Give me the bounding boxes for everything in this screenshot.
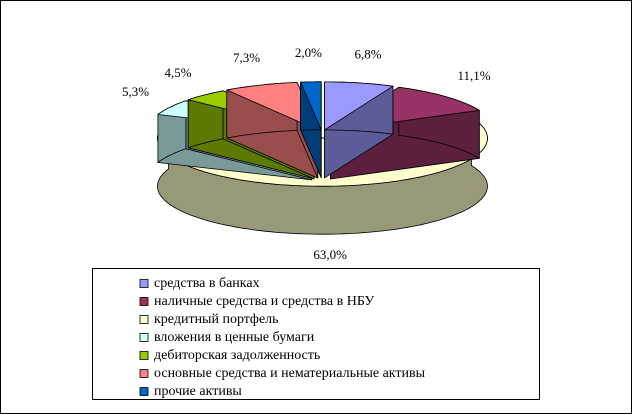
legend-label: кредитный портфель — [154, 312, 279, 327]
legend: средства в банках наличные средства и сре… — [139, 276, 426, 399]
legend-swatch — [139, 333, 149, 342]
data-label: 5,3% — [122, 84, 149, 99]
legend-box — [92, 268, 540, 400]
legend-label: дебиторская задолженность — [154, 348, 320, 363]
legend-swatch — [139, 387, 149, 396]
data-label: 2,0% — [295, 45, 322, 60]
legend-label: прочие активы — [154, 384, 242, 399]
legend-label: вложения в ценные бумаги — [154, 330, 315, 345]
legend-label: основные средства и нематериальные актив… — [154, 366, 426, 381]
data-label: 6,8% — [354, 47, 381, 62]
data-label: 11,1% — [457, 68, 490, 83]
legend-swatch — [139, 279, 149, 288]
legend-label: средства в банках — [154, 276, 260, 291]
legend-swatch — [139, 351, 149, 360]
data-label: 4,5% — [164, 65, 191, 80]
data-label: 63,0% — [313, 247, 347, 262]
legend-swatch — [139, 297, 149, 306]
legend-swatch — [139, 369, 149, 378]
legend-swatch — [139, 315, 149, 324]
slice — [300, 81, 322, 131]
slice — [226, 82, 319, 131]
data-label: 7,3% — [233, 50, 260, 65]
pie: 6,8% 11,1% 63,0% 5,3% 4,5% 7,3% 2,0% — [122, 45, 491, 262]
legend-label: наличные средства и средства в НБУ — [154, 294, 374, 309]
slice — [324, 81, 394, 131]
